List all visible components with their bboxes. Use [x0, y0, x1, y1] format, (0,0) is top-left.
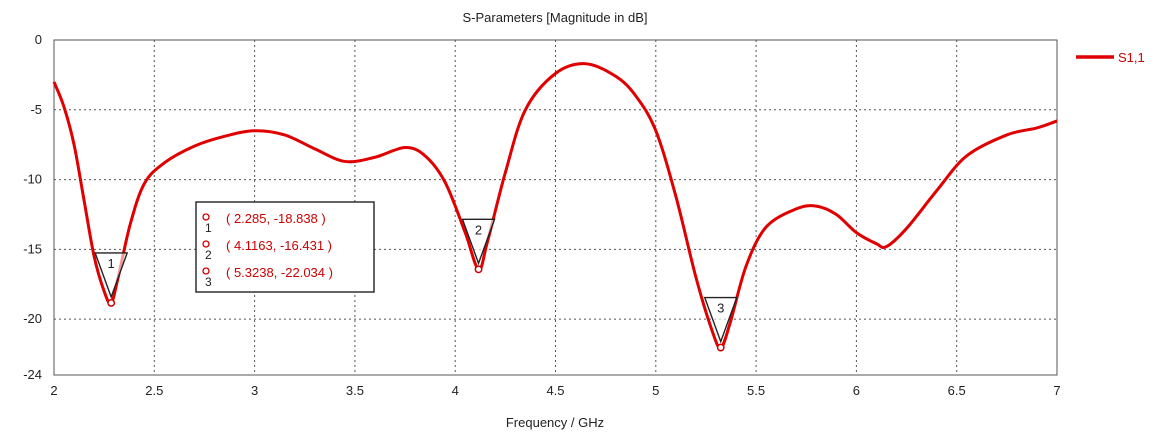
- readout-point-icon: [202, 267, 210, 275]
- readout-marker-id: 2: [205, 248, 212, 262]
- x-tick-label: 2.5: [145, 383, 163, 398]
- y-tick-label: -10: [23, 172, 42, 187]
- readout-coordinates: ( 4.1163, -16.431 ): [226, 238, 332, 253]
- readout-coordinates: ( 2.285, -18.838 ): [226, 211, 326, 226]
- x-axis-label: Frequency / GHz: [506, 415, 604, 430]
- x-tick-label: 5: [652, 383, 659, 398]
- markers-layer: 1 2 3: [94, 218, 738, 352]
- y-tick-label: -5: [30, 102, 42, 117]
- y-tick-label: -24: [23, 367, 42, 382]
- x-tick-label: 6.5: [948, 383, 966, 398]
- y-axis-ticks: 0 -5 -10 -15 -20 -24: [23, 32, 42, 382]
- x-axis-ticks: 2 2.5 3 3.5 4 4.5 5 5.5 6 6.5 7: [50, 383, 1060, 398]
- marker-number: 2: [475, 222, 482, 237]
- x-tick-label: 5.5: [747, 383, 765, 398]
- readout-point-icon: [202, 213, 210, 221]
- series-line-s11: [52, 62, 1058, 350]
- plot-frame: [53, 39, 1058, 376]
- x-tick-label: 2: [50, 383, 57, 398]
- chart-title: S-Parameters [Magnitude in dB]: [463, 10, 648, 25]
- marker-triangle[interactable]: [703, 296, 738, 344]
- x-tick-label: 7: [1053, 383, 1060, 398]
- y-tick-label: -20: [23, 311, 42, 326]
- readout-point-icon: [202, 240, 210, 248]
- marker-number: 3: [717, 301, 724, 316]
- readout-box-frame: [195, 201, 375, 293]
- x-tick-label: 3: [251, 383, 258, 398]
- readout-marker-id: 1: [205, 221, 212, 235]
- x-tick-label: 6: [853, 383, 860, 398]
- grid: [54, 40, 1057, 375]
- legend[interactable]: S1,1: [1076, 50, 1145, 65]
- marker-point[interactable]: [474, 265, 483, 274]
- readout-marker-id: 3: [205, 275, 212, 289]
- x-tick-label: 4: [452, 383, 459, 398]
- marker-readout-box: 1 ( 2.285, -18.838 ) 2 ( 4.1163, -16.431 ) 3…: [195, 201, 375, 293]
- marker-triangle[interactable]: [94, 252, 129, 299]
- y-tick-label: -15: [23, 241, 42, 256]
- x-tick-label: 3.5: [346, 383, 364, 398]
- marker-point[interactable]: [107, 298, 116, 307]
- readout-coordinates: ( 5.3238, -22.034 ): [226, 265, 333, 280]
- marker-point[interactable]: [716, 343, 725, 352]
- series-layer: [52, 62, 1058, 350]
- marker-triangle[interactable]: [461, 218, 496, 266]
- marker-number: 1: [108, 256, 115, 271]
- x-tick-label: 4.5: [546, 383, 564, 398]
- y-tick-label: 0: [35, 32, 42, 47]
- legend-label: S1,1: [1118, 50, 1145, 65]
